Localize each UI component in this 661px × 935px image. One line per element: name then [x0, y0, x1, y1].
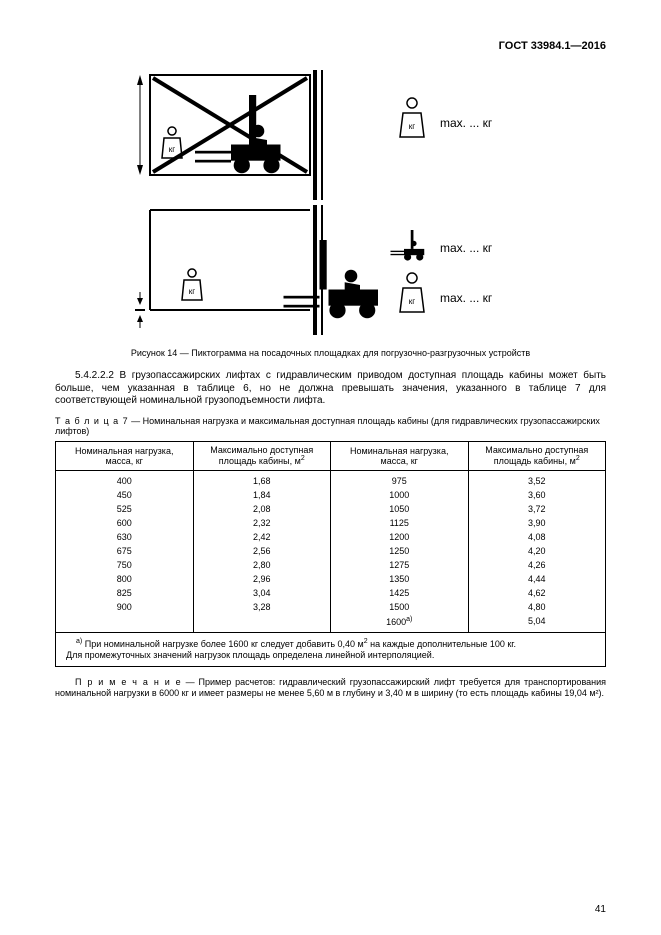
note-prefix: П р и м е ч а н и е [75, 677, 182, 687]
col3-header: Номинальная нагрузка, масса, кг [331, 442, 469, 471]
figure-14: кг кг max. ... кг [55, 70, 606, 340]
table-cell: 675 [56, 544, 194, 558]
table-cell [56, 614, 194, 633]
table-cell: 800 [56, 572, 194, 586]
table-row: 9003,2815004,80 [56, 600, 606, 614]
col2-header: Максимально доступная площадь кабины, м2 [193, 442, 331, 471]
table-cell: 4,20 [468, 544, 606, 558]
table-number: Т а б л и ц а 7 [55, 416, 129, 426]
svg-text:кг: кг [409, 122, 416, 131]
col4-header: Максимально доступная площадь кабины, м2 [468, 442, 606, 471]
table-row: 6302,4212004,08 [56, 530, 606, 544]
table-cell: 3,04 [193, 586, 331, 600]
svg-text:кг: кг [169, 145, 176, 154]
document-code: ГОСТ 33984.1—2016 [55, 40, 606, 52]
table-footnote-row: a) При номинальной нагрузке более 1600 к… [56, 632, 606, 666]
table-cell: 1275 [331, 558, 469, 572]
table-row: 4001,689753,52 [56, 470, 606, 488]
table-row: 6752,5612504,20 [56, 544, 606, 558]
table-cell: 450 [56, 488, 194, 502]
table-cell: 1250 [331, 544, 469, 558]
table-cell: 2,42 [193, 530, 331, 544]
table-cell: 2,80 [193, 558, 331, 572]
table-row: 8253,0414254,62 [56, 586, 606, 600]
table-cell: 1000 [331, 488, 469, 502]
table-cell: 750 [56, 558, 194, 572]
figure-caption: Рисунок 14 — Пиктограмма на посадочных п… [55, 348, 606, 358]
svg-text:кг: кг [189, 287, 196, 296]
svg-text:max. ... кг: max. ... кг [440, 116, 493, 130]
table-cell: 975 [331, 470, 469, 488]
table7-caption: Т а б л и ц а 7 — Номинальная нагрузка и… [55, 416, 606, 438]
table-cell: 4,26 [468, 558, 606, 572]
table-cell: 2,96 [193, 572, 331, 586]
table-cell: 525 [56, 502, 194, 516]
table-cell: 4,62 [468, 586, 606, 600]
table-row: 5252,0810503,72 [56, 502, 606, 516]
table-cell: 1350 [331, 572, 469, 586]
table-row: 6002,3211253,90 [56, 516, 606, 530]
table-cell: 1500 [331, 600, 469, 614]
table-cell: 2,32 [193, 516, 331, 530]
table-cell: 1,68 [193, 470, 331, 488]
table-cell: 1425 [331, 586, 469, 600]
table-cell: 2,56 [193, 544, 331, 558]
table-7: Номинальная нагрузка, масса, кг Максимал… [55, 441, 606, 667]
table-cell: 630 [56, 530, 194, 544]
table-cell [193, 614, 331, 633]
svg-text:max. ... кг: max. ... кг [440, 291, 493, 305]
table-cell: 1050 [331, 502, 469, 516]
table-cell: 1600a) [331, 614, 469, 633]
table-cell: 900 [56, 600, 194, 614]
table-cell: 2,08 [193, 502, 331, 516]
table-cell: 400 [56, 470, 194, 488]
table-cell: 4,80 [468, 600, 606, 614]
table-cell: 1200 [331, 530, 469, 544]
table-row: 7502,8012754,26 [56, 558, 606, 572]
table-cell: 3,60 [468, 488, 606, 502]
col1-header: Номинальная нагрузка, масса, кг [56, 442, 194, 471]
table-cell: 1,84 [193, 488, 331, 502]
table-cell: 5,04 [468, 614, 606, 633]
table-cell: 4,08 [468, 530, 606, 544]
table-cell: 3,28 [193, 600, 331, 614]
table-cell: 600 [56, 516, 194, 530]
table-title: — Номинальная нагрузка и максимальная до… [55, 416, 600, 437]
note: П р и м е ч а н и е — Пример расчетов: г… [55, 677, 606, 700]
page-number: 41 [595, 904, 606, 915]
table-cell: 1125 [331, 516, 469, 530]
svg-text:max. ... кг: max. ... кг [440, 241, 493, 255]
table-cell: 3,90 [468, 516, 606, 530]
table-footnote: a) При номинальной нагрузке более 1600 к… [56, 632, 606, 666]
paragraph-5-4-2-2-2: 5.4.2.2.2 В грузопассажирских лифтах с г… [55, 370, 606, 408]
svg-text:кг: кг [409, 297, 416, 306]
table-row: 8002,9613504,44 [56, 572, 606, 586]
table-row: 4501,8410003,60 [56, 488, 606, 502]
table-cell: 3,72 [468, 502, 606, 516]
table-cell: 825 [56, 586, 194, 600]
table-cell: 3,52 [468, 470, 606, 488]
table-row: 1600a)5,04 [56, 614, 606, 633]
table-cell: 4,44 [468, 572, 606, 586]
